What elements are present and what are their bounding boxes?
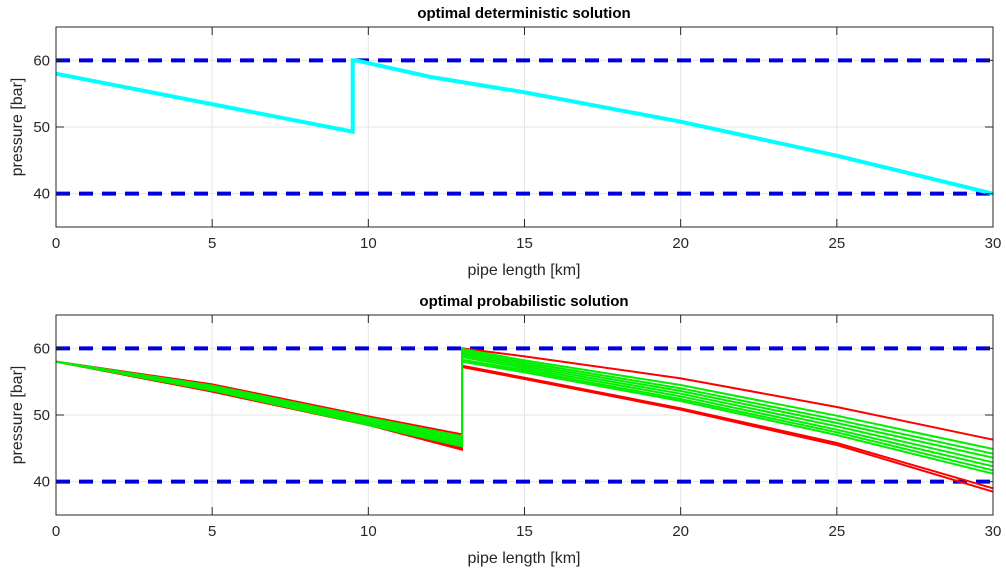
series-layer — [55, 347, 994, 493]
y-tick-labels: 40 50 60 — [33, 52, 993, 203]
bounds — [56, 58, 993, 196]
y-tick-label: 60 — [33, 52, 50, 69]
series-layer — [55, 58, 994, 196]
x-tick-label: 10 — [360, 523, 377, 540]
y-tick-label: 60 — [33, 340, 50, 357]
x-tick-label: 30 — [985, 235, 1002, 252]
x-tick-label: 5 — [208, 523, 216, 540]
y-tick-label: 50 — [33, 119, 50, 136]
x-tick-labels: 0 5 10 15 20 25 30 — [52, 27, 1002, 252]
y-tick-label: 40 — [33, 186, 50, 203]
y-tick-label: 40 — [33, 474, 50, 491]
chart-deterministic: optimal deterministic solution 0 5 10 15 20 2… — [9, 5, 1001, 279]
x-tick-label: 5 — [208, 235, 216, 252]
x-tick-label: 10 — [360, 235, 377, 252]
x-tick-label: 15 — [516, 523, 533, 540]
y-axis-label: pressure [bar] — [9, 366, 26, 465]
bounds — [56, 346, 993, 484]
x-tick-label: 0 — [52, 235, 60, 252]
series-line — [55, 58, 994, 196]
chart-title: optimal probabilistic solution — [419, 293, 628, 310]
series-line — [55, 349, 994, 455]
x-tick-labels: 0 5 10 15 20 25 30 — [52, 315, 1002, 540]
x-tick-label: 25 — [828, 523, 845, 540]
y-tick-labels: 40 50 60 — [33, 340, 993, 491]
x-tick-label: 0 — [52, 523, 60, 540]
y-axis-label: pressure [bar] — [9, 78, 26, 177]
x-tick-label: 20 — [672, 523, 689, 540]
y-tick-label: 50 — [33, 407, 50, 424]
chart-probabilistic: optimal probabilistic solution 0 5 10 15 20 2… — [9, 293, 1001, 567]
x-axis-label: pipe length [km] — [468, 550, 581, 567]
x-tick-label: 30 — [985, 523, 1002, 540]
x-axis-label: pipe length [km] — [468, 262, 581, 279]
chart-title: optimal deterministic solution — [417, 5, 630, 22]
series-line — [55, 360, 994, 475]
x-tick-label: 15 — [516, 235, 533, 252]
series-line — [55, 347, 994, 450]
x-tick-label: 20 — [672, 235, 689, 252]
x-tick-label: 25 — [828, 235, 845, 252]
